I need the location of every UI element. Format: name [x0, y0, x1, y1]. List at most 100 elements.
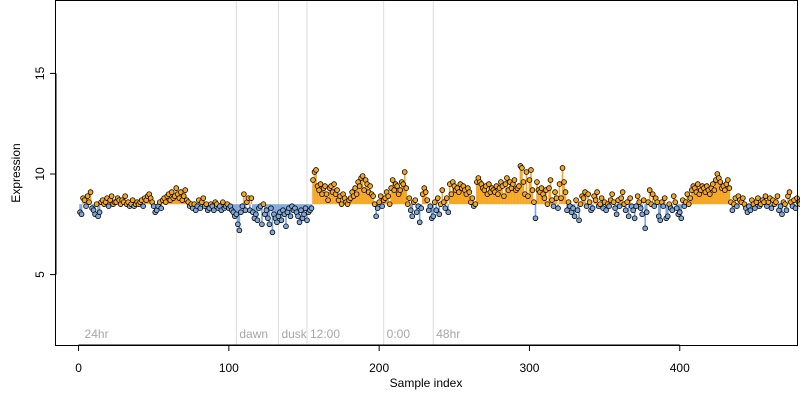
x-tick-label: 300	[519, 361, 539, 375]
data-point	[269, 229, 276, 236]
data-point	[248, 195, 255, 201]
data-point	[657, 217, 664, 224]
data-point	[616, 203, 623, 209]
data-point	[637, 205, 644, 212]
data-point	[356, 183, 363, 189]
data-point	[361, 187, 367, 193]
data-point	[669, 207, 676, 214]
data-point	[526, 177, 533, 183]
data-point	[81, 197, 88, 203]
data-point	[331, 181, 337, 187]
data-point	[734, 203, 740, 209]
data-point	[456, 189, 462, 195]
data-point	[752, 205, 758, 212]
data-point	[200, 195, 207, 201]
data-point	[495, 191, 501, 197]
data-point	[585, 191, 591, 197]
data-point	[263, 207, 270, 214]
data-point	[529, 187, 536, 193]
data-point	[412, 197, 419, 203]
data-points	[77, 163, 800, 236]
data-point	[562, 189, 569, 195]
data-point	[710, 181, 716, 187]
data-point	[466, 189, 473, 195]
data-point	[642, 225, 648, 232]
data-point	[594, 189, 600, 195]
data-point	[469, 195, 476, 201]
data-point	[783, 207, 790, 214]
data-point	[613, 211, 620, 218]
annotation-label: 48hr	[436, 327, 460, 341]
data-point	[618, 195, 624, 201]
data-point	[609, 191, 615, 197]
data-point	[442, 205, 449, 212]
data-point	[782, 201, 788, 207]
data-point	[534, 179, 540, 185]
data-point	[559, 165, 566, 171]
data-point	[592, 197, 599, 203]
data-point	[472, 201, 479, 207]
data-point	[78, 211, 85, 218]
data-point	[729, 207, 736, 214]
data-point	[253, 211, 259, 218]
data-point	[182, 187, 189, 193]
data-point	[555, 205, 561, 212]
data-point	[236, 227, 243, 234]
data-point	[220, 199, 226, 205]
data-point	[233, 211, 240, 218]
data-point	[583, 203, 590, 209]
data-point	[633, 203, 639, 209]
data-point	[313, 167, 319, 173]
data-point	[316, 187, 322, 193]
data-point	[177, 189, 184, 195]
data-point	[374, 205, 381, 212]
data-point	[83, 203, 89, 209]
data-point	[762, 193, 769, 199]
data-point	[370, 193, 376, 199]
data-point	[391, 187, 397, 193]
data-point	[242, 207, 249, 214]
data-point	[406, 195, 413, 201]
data-point	[610, 199, 617, 205]
data-point	[717, 179, 724, 185]
data-point	[606, 203, 612, 209]
data-point	[573, 197, 579, 203]
data-point	[640, 197, 647, 203]
data-point	[439, 187, 446, 193]
annotation-label: 12:00	[310, 327, 340, 341]
data-point	[654, 199, 661, 205]
y-axis-title: Expression	[9, 143, 23, 202]
data-point	[287, 213, 294, 220]
data-point	[319, 191, 325, 197]
data-point	[544, 201, 551, 207]
x-axis: 0 100 200 300 400	[75, 344, 690, 375]
data-point	[371, 201, 378, 207]
data-point	[434, 195, 441, 201]
data-point	[129, 197, 136, 203]
data-point	[520, 179, 527, 185]
data-point	[302, 205, 309, 212]
data-point	[622, 207, 629, 214]
data-point	[619, 189, 626, 195]
data-point	[373, 213, 379, 220]
data-point	[722, 187, 728, 193]
data-point	[418, 205, 425, 212]
data-point	[672, 199, 679, 205]
data-point	[552, 189, 558, 195]
data-point	[685, 201, 692, 207]
data-point	[768, 205, 775, 212]
annotation-labels: 24hr dawn dusk 12:00 0:00 48hr	[85, 327, 461, 341]
data-point	[532, 215, 539, 222]
data-point	[93, 201, 100, 207]
data-point	[376, 199, 382, 205]
annotation-label: dawn	[239, 327, 268, 341]
data-point	[397, 187, 403, 193]
data-point	[646, 187, 653, 193]
data-point	[777, 203, 784, 209]
data-point	[538, 185, 545, 191]
data-point	[322, 183, 328, 189]
x-tick-label: 0	[75, 361, 82, 375]
data-point	[570, 205, 576, 212]
data-point	[389, 177, 396, 183]
data-point	[162, 199, 169, 205]
